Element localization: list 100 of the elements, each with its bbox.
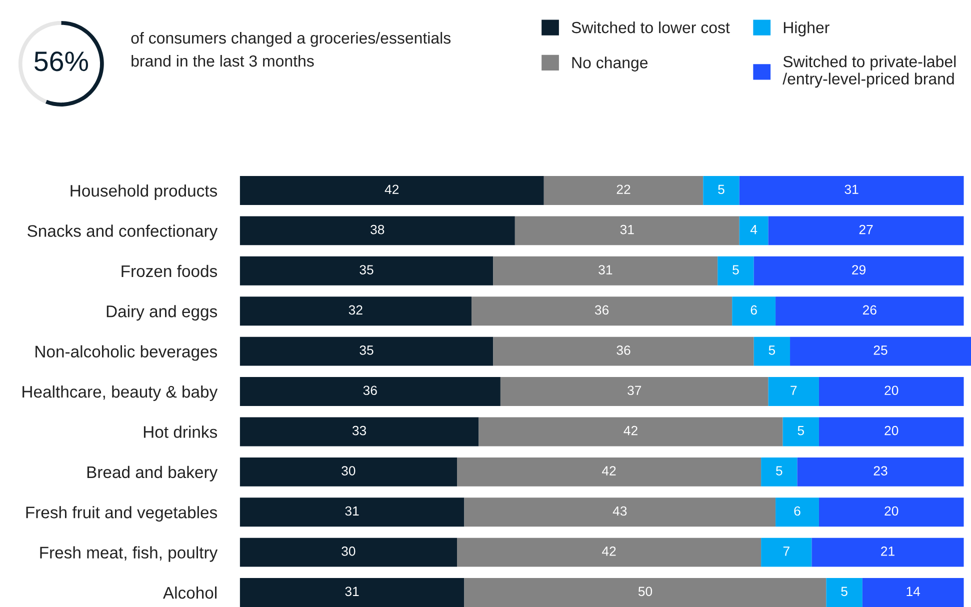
bar [240, 176, 544, 205]
bar [732, 296, 776, 326]
data-label: 5 [841, 586, 848, 596]
bar [240, 256, 494, 286]
data-label: 5 [732, 265, 739, 274]
y-tick-label: Dairy and eggs [106, 305, 218, 321]
data-label: 26 [862, 305, 876, 315]
y-tick-label: Household products [70, 184, 218, 200]
data-label: 42 [624, 426, 638, 436]
bar [782, 417, 819, 446]
bar [790, 336, 971, 366]
bar [240, 336, 494, 366]
bar [240, 417, 479, 446]
bar [544, 176, 704, 205]
data-label: 42 [602, 466, 616, 476]
bar [703, 176, 740, 205]
bar [776, 498, 819, 527]
bar [478, 417, 783, 446]
bar [768, 377, 819, 406]
bar [240, 296, 472, 326]
data-label: 5 [718, 184, 724, 194]
legend-label: Switched to lower cost [572, 21, 730, 34]
bar [464, 498, 776, 527]
data-label: 42 [384, 184, 399, 194]
bar [471, 296, 732, 326]
bar [240, 457, 458, 486]
data-label: 36 [616, 346, 630, 355]
data-label: 4 [750, 225, 758, 234]
data-label: 56% [34, 52, 88, 72]
y-tick-label: Fresh meat, fish, poultry [40, 546, 218, 562]
data-label: 30 [342, 466, 356, 476]
data-label: 21 [881, 546, 894, 556]
data-label: 43 [612, 506, 627, 516]
data-label: 31 [620, 224, 634, 234]
y-tick-label: Fresh fruit and vegetables [26, 506, 218, 522]
bar [761, 538, 812, 567]
data-label: 5 [776, 466, 782, 476]
text: of consumers changed a groceries/essentials brand in the last 3 months [131, 32, 451, 67]
bar [761, 457, 798, 486]
bar [457, 538, 762, 567]
data-label: 20 [884, 426, 898, 436]
data-label: 29 [852, 265, 866, 274]
bar [493, 336, 754, 366]
data-label: 35 [360, 346, 374, 355]
bar [754, 336, 790, 366]
data-label: 31 [345, 586, 359, 596]
bar [500, 377, 768, 406]
data-label: 30 [342, 546, 356, 556]
y-tick-label: Snacks and confectionary [28, 224, 218, 240]
bar [240, 216, 515, 246]
data-label: 23 [874, 466, 888, 476]
y-tick-label: Bread and bakery [87, 466, 218, 482]
bar [826, 578, 862, 607]
bar [862, 578, 964, 607]
data-label: 38 [370, 224, 384, 234]
data-label: 31 [345, 506, 359, 516]
bar [240, 498, 464, 527]
data-label: 50 [638, 586, 652, 596]
bar [493, 256, 718, 286]
bar [739, 216, 768, 246]
data-label: 20 [884, 386, 898, 396]
y-tick-label: Alcohol [162, 586, 216, 599]
data-label: 6 [750, 305, 757, 315]
data-label: 25 [874, 346, 888, 355]
legend-label: No change [572, 56, 648, 72]
data-label: 37 [628, 386, 642, 396]
bar [818, 417, 964, 446]
data-label: 31 [598, 265, 612, 274]
bar [797, 457, 964, 486]
y-tick-label: Non-alcoholic beverages [36, 345, 218, 361]
bar [812, 538, 964, 567]
bar [776, 296, 964, 326]
data-label: 7 [783, 546, 790, 556]
bar [240, 538, 458, 567]
bar [754, 256, 964, 286]
data-label: 36 [594, 305, 609, 315]
bar [768, 216, 964, 246]
bar [818, 377, 964, 406]
data-label: 42 [602, 546, 616, 556]
bar [240, 377, 500, 406]
data-label: 32 [348, 305, 362, 315]
data-label: 22 [616, 184, 630, 194]
data-label: 31 [844, 184, 858, 194]
bar [514, 216, 740, 246]
bar [818, 498, 964, 527]
bar [739, 176, 964, 205]
bar [464, 578, 826, 607]
bar [240, 578, 464, 607]
data-label: 20 [884, 506, 898, 516]
legend-label: Switched to private-label /entry-level-priced brand [782, 56, 956, 88]
data-label: 36 [363, 386, 377, 396]
y-tick-label: Frozen foods [122, 264, 218, 278]
y-tick-label: Hot drinks [144, 426, 218, 438]
bar [457, 457, 762, 486]
data-label: 5 [798, 426, 804, 436]
data-label: 33 [352, 426, 366, 436]
data-label: 5 [768, 346, 776, 355]
bar [718, 256, 754, 286]
data-label: 27 [859, 224, 873, 234]
data-label: 7 [790, 386, 797, 395]
